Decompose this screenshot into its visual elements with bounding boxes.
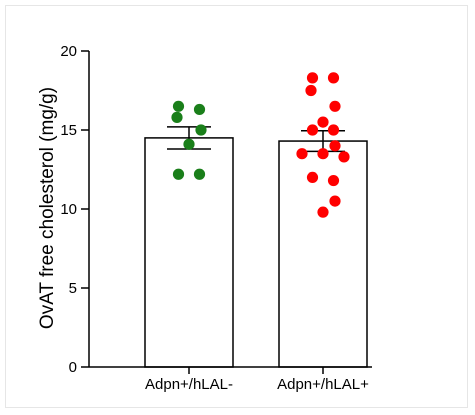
data-point xyxy=(327,72,340,84)
x-tick-label: Adpn+/hLAL- xyxy=(145,376,233,393)
data-point xyxy=(193,168,206,180)
data-point xyxy=(329,195,341,207)
data-point xyxy=(172,100,185,112)
y-tick-label: 15 xyxy=(60,122,77,139)
data-point xyxy=(329,140,341,152)
y-ticks-layer: 0 5 10 15 20 xyxy=(60,43,89,376)
bar xyxy=(278,140,368,368)
data-point xyxy=(317,206,329,218)
data-point xyxy=(329,100,341,112)
x-ticks-layer: Adpn+/hLAL- Adpn+/hLAL+ xyxy=(145,367,369,393)
y-axis-title: OvAT free cholesterol (mg/g) xyxy=(37,87,58,329)
data-point xyxy=(306,72,319,84)
y-tick-label: 5 xyxy=(69,280,77,297)
data-point xyxy=(305,84,317,97)
data-point xyxy=(195,124,207,136)
chart-frame xyxy=(5,5,468,408)
data-point xyxy=(296,148,308,160)
data-point xyxy=(193,103,206,116)
data-point xyxy=(317,148,329,160)
y-tick-label: 10 xyxy=(60,201,77,218)
data-point xyxy=(306,171,319,183)
y-tick-label: 0 xyxy=(69,359,77,376)
data-point xyxy=(338,151,350,163)
data-point xyxy=(171,111,183,123)
x-tick-label: Adpn+/hLAL+ xyxy=(277,376,369,393)
data-point xyxy=(327,124,340,136)
data-point xyxy=(317,116,329,128)
data-point xyxy=(327,174,340,187)
data-point xyxy=(183,138,195,150)
y-tick-label: 20 xyxy=(60,43,77,60)
points-layer xyxy=(171,72,350,218)
data-point xyxy=(172,168,185,180)
bar xyxy=(144,137,234,368)
data-point xyxy=(306,124,319,136)
